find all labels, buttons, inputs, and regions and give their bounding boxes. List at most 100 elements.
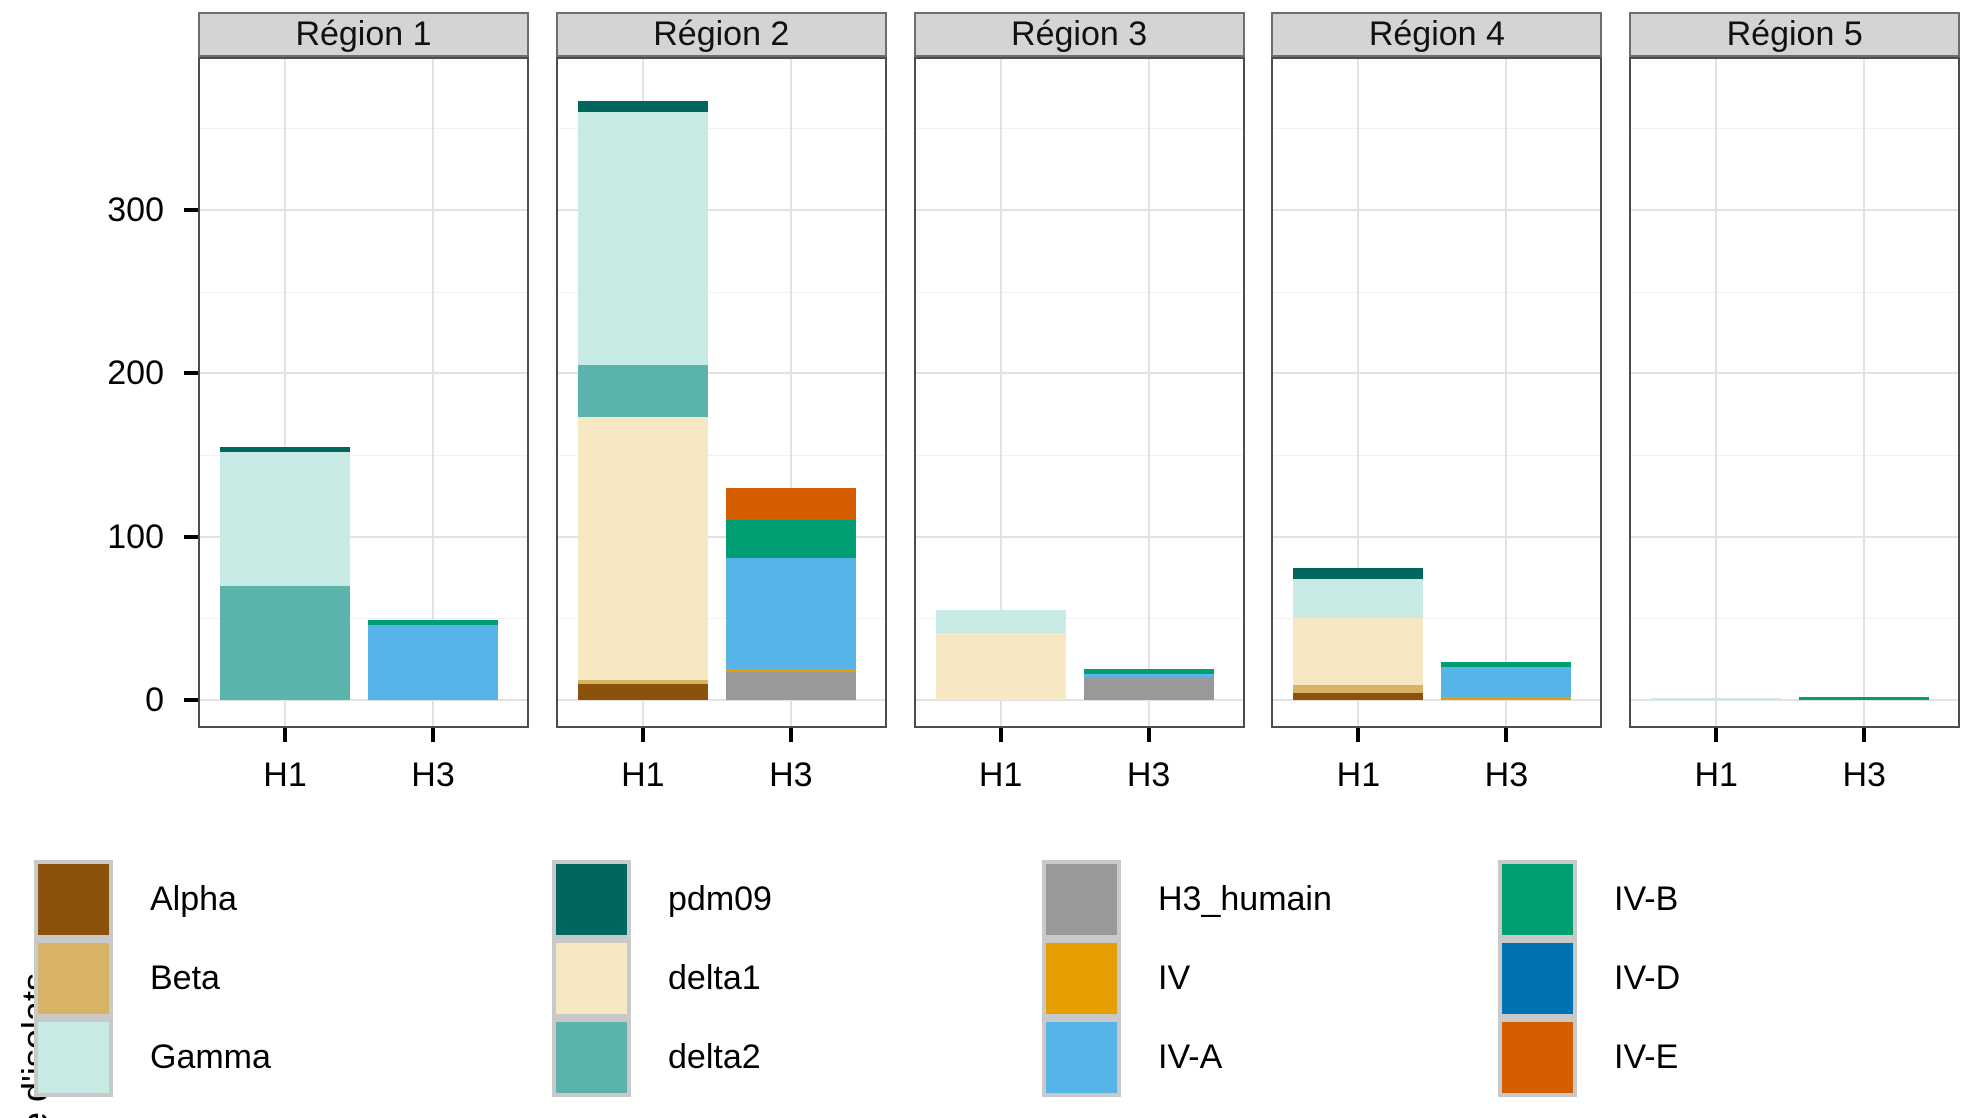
- gridline-major: [200, 535, 527, 538]
- legend-swatch-delta1: [552, 939, 631, 1018]
- gridline-vertical: [1147, 59, 1150, 726]
- gridline-major: [1631, 209, 1959, 212]
- gridline-minor: [1273, 128, 1601, 130]
- legend-label-Gamma: Gamma: [150, 1038, 271, 1076]
- x-axis-tick: [283, 728, 287, 742]
- bar-segment-delta2: [220, 585, 350, 700]
- legend-label-IV-D: IV-D: [1614, 959, 1681, 997]
- gridline-minor: [557, 618, 885, 620]
- bar-segment-IV-B: [1083, 668, 1214, 674]
- bar-segment-Beta: [577, 680, 708, 684]
- gridline-vertical: [432, 59, 434, 726]
- y-axis-tick-label: 200: [107, 354, 164, 393]
- x-axis-tick: [1714, 728, 1719, 742]
- bar-segment-delta1: [1293, 618, 1424, 686]
- bar-segment-IV-A: [368, 624, 498, 700]
- bar-segment-IV: [1441, 696, 1572, 700]
- gridline-major: [557, 209, 885, 212]
- legend-swatch-IV-A: [1042, 1018, 1121, 1097]
- gridline-major: [915, 372, 1243, 375]
- legend-swatch-IV-B: [1498, 860, 1577, 939]
- gridline-major: [1273, 699, 1601, 701]
- legend-swatch-Beta: [34, 939, 113, 1018]
- bar-segment-H3_humain: [1083, 677, 1214, 700]
- bar-segment-IV-A: [725, 557, 856, 669]
- legend-swatch-Gamma: [34, 1018, 113, 1097]
- gridline-major: [915, 535, 1243, 538]
- legend-label-pdm09: pdm09: [668, 880, 772, 918]
- gridline-major: [1631, 699, 1959, 701]
- gridline-major: [1273, 372, 1601, 375]
- bar-segment-delta1: [577, 417, 708, 681]
- x-axis-tick-label: H1: [978, 756, 1023, 794]
- legend-swatch-IV-E: [1498, 1018, 1577, 1097]
- x-axis-tick: [431, 728, 435, 742]
- legend-label-delta2: delta2: [668, 1038, 761, 1076]
- bar-segment-IV-B: [368, 619, 498, 625]
- bar-segment-IV: [725, 668, 856, 673]
- legend-swatch-pdm09: [552, 860, 631, 939]
- x-axis-tick-label: H1: [263, 756, 307, 794]
- gridline-major: [200, 699, 527, 701]
- gridline-major: [1631, 372, 1959, 375]
- bar-segment-delta2: [577, 365, 708, 418]
- gridline-minor: [1273, 618, 1601, 620]
- x-axis-tick-label: H3: [1126, 756, 1171, 794]
- gridline-major: [915, 699, 1243, 701]
- gridline-minor: [1273, 455, 1601, 457]
- gridline-vertical: [1357, 59, 1360, 726]
- gridline-vertical: [284, 59, 286, 726]
- gridline-minor: [915, 291, 1243, 293]
- facet-strip: Région 1: [198, 12, 529, 57]
- bar-segment-Alpha: [577, 683, 708, 700]
- gridline-vertical: [1505, 59, 1508, 726]
- gridline-major: [915, 209, 1243, 212]
- facet-strip: Région 3: [913, 12, 1245, 57]
- gridline-minor: [1631, 128, 1959, 130]
- gridline-minor: [1273, 291, 1601, 293]
- legend-swatch-IV-D: [1498, 939, 1577, 1018]
- gridline-major: [1273, 535, 1601, 538]
- bar-segment-IV-B: [725, 520, 856, 558]
- x-axis-tick-label: H3: [1484, 756, 1529, 794]
- bar-segment-IV-E: [725, 487, 856, 521]
- y-axis-tick: [184, 208, 198, 213]
- y-axis-tick: [184, 534, 198, 539]
- legend-label-Beta: Beta: [150, 959, 220, 997]
- x-axis-tick-label: H3: [411, 756, 455, 794]
- legend-label-IV-A: IV-A: [1158, 1038, 1223, 1076]
- facet-strip: Région 2: [555, 12, 887, 57]
- bar-segment-IV-A: [1083, 673, 1214, 678]
- y-axis-tick-label: 300: [107, 191, 164, 230]
- gridline-minor: [915, 128, 1243, 130]
- gridline-vertical: [789, 59, 792, 726]
- gridline-major: [200, 372, 527, 375]
- gridline-vertical: [999, 59, 1002, 726]
- gridline-minor: [557, 455, 885, 457]
- legend-label-IV-B: IV-B: [1614, 880, 1679, 918]
- bar-segment-Gamma: [1293, 579, 1424, 619]
- gridline-minor: [557, 291, 885, 293]
- x-axis-tick: [998, 728, 1003, 742]
- bar-segment-delta1: [935, 633, 1066, 700]
- gridline-minor: [200, 128, 527, 130]
- gridline-vertical: [1863, 59, 1866, 726]
- gridline-minor: [200, 291, 527, 293]
- bar-segment-Gamma: [577, 112, 708, 366]
- bar-segment-pdm09: [220, 446, 350, 452]
- x-axis-tick-label: H3: [769, 756, 813, 794]
- y-axis-tick: [184, 698, 198, 702]
- bar-segment-IV-B: [1799, 696, 1930, 700]
- bar-segment-pdm09: [1293, 567, 1424, 580]
- facet-strip: Région 5: [1629, 12, 1961, 57]
- gridline-minor: [200, 618, 527, 620]
- gridline-major: [557, 535, 885, 538]
- legend-label-IV: IV: [1158, 959, 1191, 997]
- gridline-major: [1631, 535, 1959, 538]
- y-axis-tick-label: 0: [145, 681, 164, 719]
- gridline-major: [1273, 209, 1601, 212]
- x-axis-tick-label: H1: [1336, 756, 1381, 794]
- x-axis-tick: [1146, 728, 1151, 742]
- gridline-minor: [1631, 618, 1959, 620]
